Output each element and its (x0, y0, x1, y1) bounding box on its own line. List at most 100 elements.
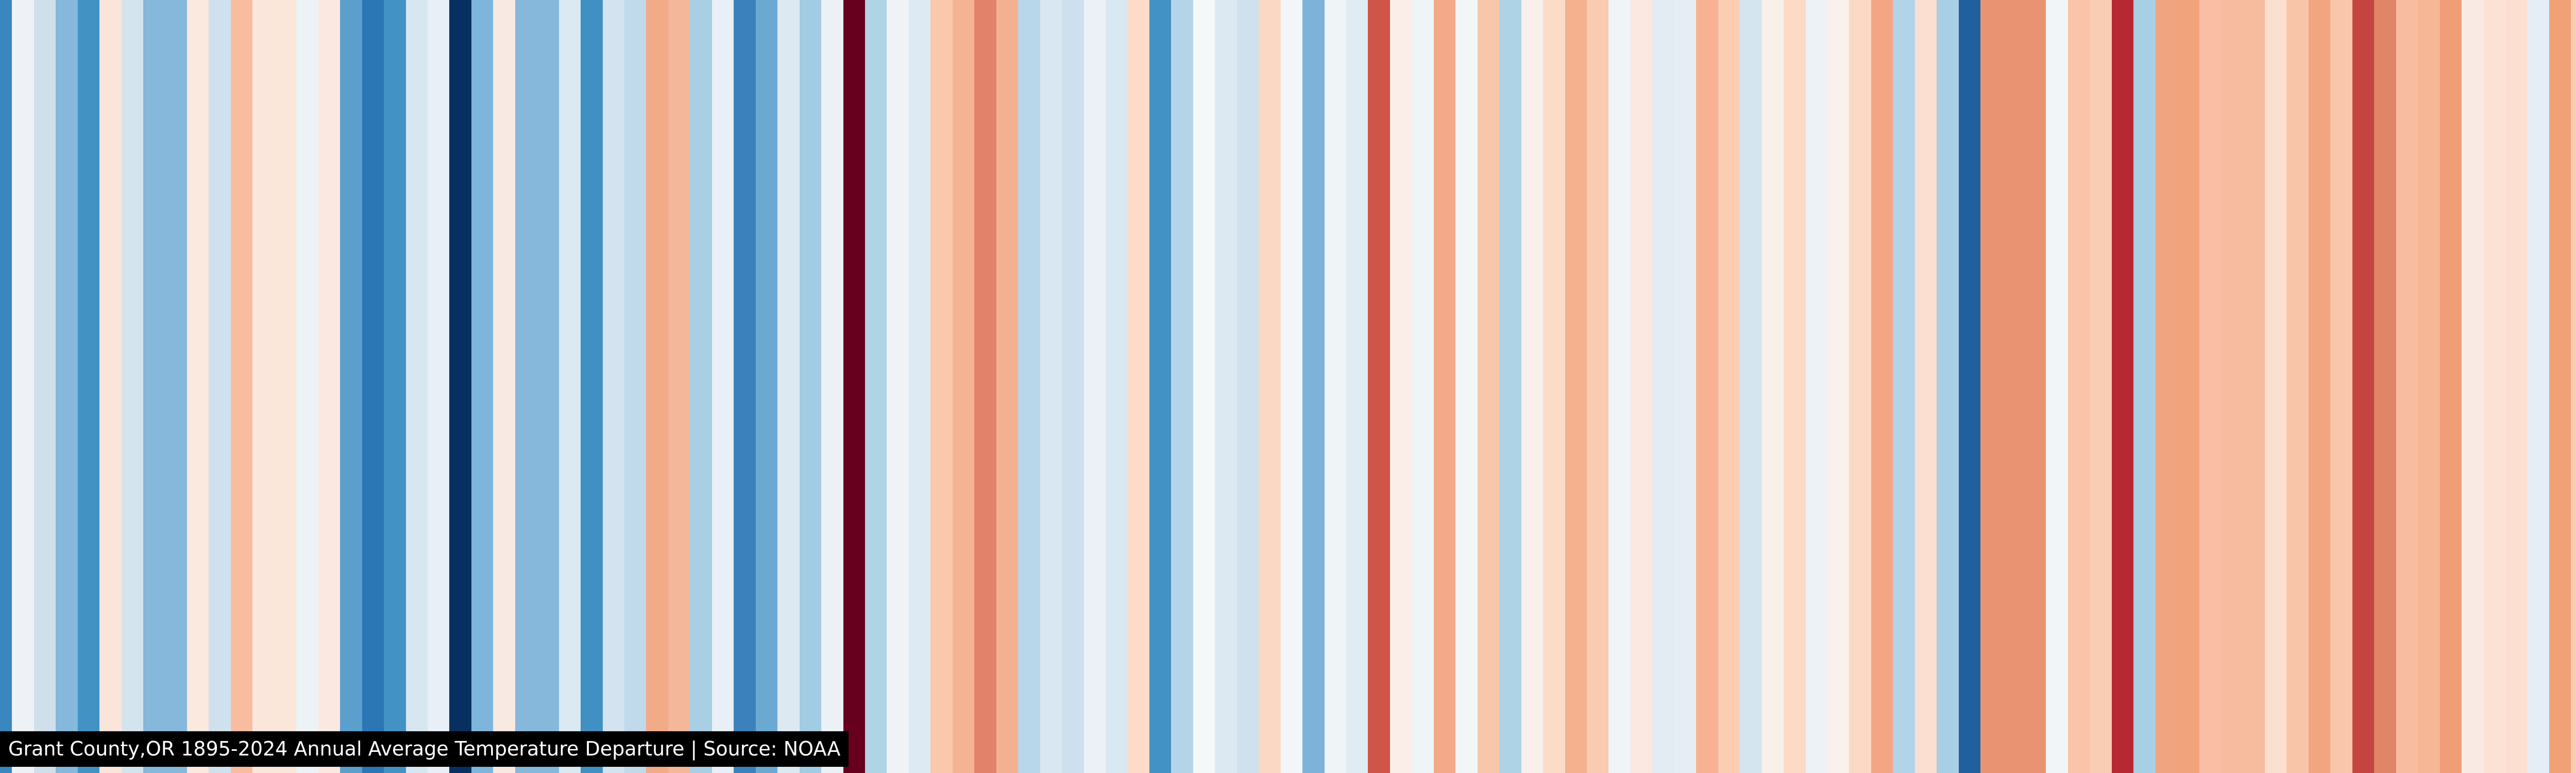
chart-caption: Grant County,OR 1895-2024 Annual Average… (0, 731, 849, 767)
year-stripe (2439, 0, 2462, 773)
year-stripe (908, 0, 931, 773)
year-stripe (1149, 0, 1172, 773)
year-stripe (1652, 0, 1674, 773)
year-stripe (581, 0, 603, 773)
year-stripe (1040, 0, 1062, 773)
year-stripe (99, 0, 122, 773)
year-stripe (1980, 0, 2003, 773)
year-stripe (865, 0, 887, 773)
year-stripe (1346, 0, 1368, 773)
year-stripe (1171, 0, 1193, 773)
year-stripe (2002, 0, 2025, 773)
year-stripe (668, 0, 690, 773)
year-stripe (121, 0, 144, 773)
year-stripe (2067, 0, 2090, 773)
year-stripe (2024, 0, 2046, 773)
year-stripe (2177, 0, 2199, 773)
year-stripe (77, 0, 100, 773)
year-stripe (1302, 0, 1325, 773)
year-stripe (1674, 0, 1697, 773)
year-stripe (2374, 0, 2396, 773)
year-stripe (1827, 0, 1850, 773)
year-stripe (1455, 0, 1478, 773)
year-stripe (1761, 0, 1784, 773)
year-stripe (2221, 0, 2243, 773)
year-stripe (2352, 0, 2375, 773)
year-stripe (2199, 0, 2222, 773)
year-stripe (1958, 0, 1981, 773)
year-stripe (734, 0, 756, 773)
year-stripe (1586, 0, 1609, 773)
year-stripe (362, 0, 384, 773)
year-stripe (1280, 0, 1303, 773)
year-stripe (2418, 0, 2440, 773)
year-stripe (1543, 0, 1565, 773)
year-stripe (1784, 0, 1806, 773)
year-stripe (2571, 0, 2576, 773)
year-stripe (515, 0, 537, 773)
year-stripe (1871, 0, 1893, 773)
year-stripe (471, 0, 494, 773)
year-stripe (690, 0, 712, 773)
year-stripe (1893, 0, 1915, 773)
year-stripe (1740, 0, 1762, 773)
year-stripe (230, 0, 253, 773)
year-stripe (711, 0, 734, 773)
year-stripe (624, 0, 647, 773)
year-stripe (1127, 0, 1149, 773)
year-stripe (952, 0, 975, 773)
year-stripe (33, 0, 56, 773)
year-stripe (1477, 0, 1500, 773)
year-stripe (1412, 0, 1434, 773)
year-stripe (1937, 0, 1959, 773)
year-stripe (187, 0, 209, 773)
year-stripe (2505, 0, 2528, 773)
year-stripe (1718, 0, 1740, 773)
year-stripe (996, 0, 1019, 773)
year-stripe (2549, 0, 2571, 773)
year-stripe (1696, 0, 1718, 773)
year-stripe (1236, 0, 1259, 773)
year-stripe (405, 0, 428, 773)
year-stripe (318, 0, 341, 773)
year-stripe (449, 0, 471, 773)
year-stripe (427, 0, 450, 773)
year-stripe (2111, 0, 2134, 773)
year-stripe (2286, 0, 2309, 773)
year-stripe (1630, 0, 1653, 773)
year-stripe (1433, 0, 1456, 773)
year-stripe (1193, 0, 1215, 773)
year-stripe (777, 0, 800, 773)
year-stripe (887, 0, 909, 773)
year-stripe (1368, 0, 1390, 773)
year-stripe (2155, 0, 2178, 773)
year-stripe (1259, 0, 1281, 773)
year-stripe (56, 0, 78, 773)
year-stripe (493, 0, 515, 773)
year-stripe (2090, 0, 2112, 773)
year-stripe (2133, 0, 2156, 773)
year-stripe (1914, 0, 1937, 773)
year-stripe (2308, 0, 2331, 773)
year-stripe (1521, 0, 1544, 773)
year-stripe (602, 0, 625, 773)
year-stripe (558, 0, 581, 773)
year-stripe (2330, 0, 2352, 773)
year-stripe (2483, 0, 2505, 773)
year-stripe (974, 0, 996, 773)
year-stripe (1805, 0, 1827, 773)
year-stripe (646, 0, 668, 773)
year-stripe (296, 0, 318, 773)
year-stripe (384, 0, 406, 773)
year-stripe (0, 0, 12, 773)
year-stripe (209, 0, 231, 773)
year-stripe (1215, 0, 1237, 773)
year-stripe (755, 0, 778, 773)
year-stripe (1608, 0, 1631, 773)
year-stripe (1018, 0, 1040, 773)
year-stripe (2243, 0, 2265, 773)
year-stripe (165, 0, 187, 773)
year-stripe (1062, 0, 1084, 773)
year-stripe (2396, 0, 2418, 773)
